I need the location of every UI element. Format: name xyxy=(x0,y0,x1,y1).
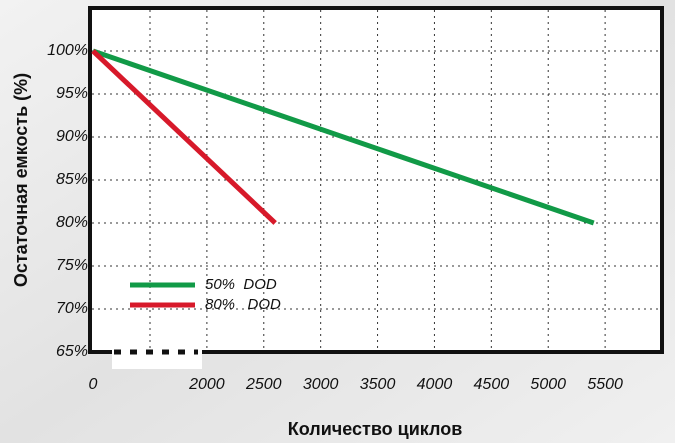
y-tick-label: 100% xyxy=(47,42,88,59)
x-tick-label: 4000 xyxy=(417,376,453,393)
series-line xyxy=(92,48,595,226)
y-axis-label: Остаточная емкость (%) xyxy=(11,73,31,287)
y-tick-label: 75% xyxy=(56,257,88,274)
y-tick-label: 85% xyxy=(56,171,88,188)
x-tick-label: 5500 xyxy=(587,376,623,393)
x-tick-label: 3000 xyxy=(303,376,339,393)
x-tick-label: 2500 xyxy=(245,376,282,393)
axis-break-gap xyxy=(112,349,202,369)
x-tick-label: 2000 xyxy=(188,376,225,393)
x-axis-label: Количество циклов xyxy=(288,419,463,439)
y-tick-label: 80% xyxy=(56,214,88,231)
x-tick-label: 3500 xyxy=(360,376,396,393)
x-tick-label: 0 xyxy=(89,376,98,393)
y-tick-label: 95% xyxy=(56,85,88,102)
x-tick-label: 5000 xyxy=(530,376,566,393)
legend-label: 50% DOD xyxy=(205,276,277,293)
series-line xyxy=(91,49,277,225)
y-tick-label: 90% xyxy=(56,128,88,145)
y-tick-label: 65% xyxy=(56,343,88,360)
y-tick-label: 70% xyxy=(56,300,88,317)
legend-label: 80% DOD xyxy=(205,296,281,313)
x-tick-label: 4500 xyxy=(474,376,510,393)
